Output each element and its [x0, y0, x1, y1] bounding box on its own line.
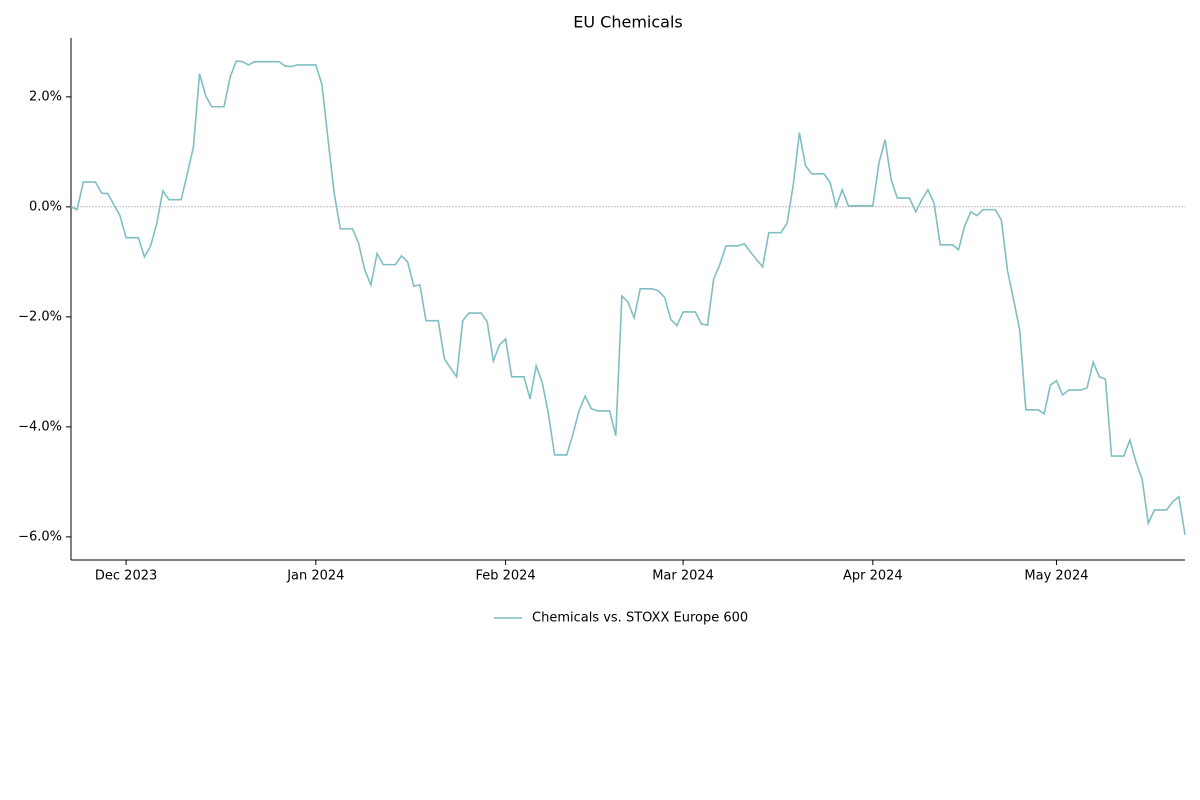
y-tick-label: 0.0%	[29, 199, 62, 214]
y-tick-label: −4.0%	[18, 419, 62, 434]
x-tick-label: Dec 2023	[95, 569, 157, 584]
y-tick-label: −2.0%	[18, 309, 62, 324]
legend-label: Chemicals vs. STOXX Europe 600	[532, 611, 748, 626]
data-line	[70, 60, 1186, 535]
x-tick-label: Feb 2024	[475, 569, 535, 584]
x-tick-label: May 2024	[1024, 569, 1088, 584]
x-tick-label: Apr 2024	[843, 569, 903, 584]
x-tick-label: Jan 2024	[286, 569, 344, 584]
x-tick-label: Mar 2024	[652, 569, 714, 584]
y-tick-label: 2.0%	[29, 89, 62, 104]
y-tick-label: −6.0%	[18, 529, 62, 544]
chart-title: EU Chemicals	[573, 13, 682, 32]
